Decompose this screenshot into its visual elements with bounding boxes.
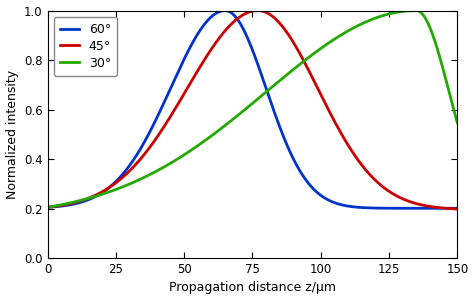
30° xyxy=(447,91,452,95)
30° xyxy=(91,195,97,199)
30° xyxy=(219,126,225,129)
Y-axis label: Normalized intensity: Normalized intensity xyxy=(6,70,18,199)
30° xyxy=(45,206,50,209)
30° xyxy=(202,139,208,142)
30° xyxy=(413,9,419,12)
X-axis label: Propagation distance z/μm: Propagation distance z/μm xyxy=(169,281,336,294)
60° xyxy=(222,9,228,12)
45° xyxy=(402,198,408,202)
60° xyxy=(402,206,408,210)
30° xyxy=(402,9,408,13)
45° xyxy=(202,58,208,61)
Line: 30°: 30° xyxy=(47,11,457,207)
60° xyxy=(45,206,50,209)
45° xyxy=(116,179,121,182)
Line: 60°: 60° xyxy=(47,11,457,208)
45° xyxy=(455,207,460,211)
60° xyxy=(219,9,225,13)
60° xyxy=(91,195,97,199)
60° xyxy=(447,206,452,210)
60° xyxy=(455,206,460,210)
30° xyxy=(116,187,121,190)
45° xyxy=(255,9,261,12)
60° xyxy=(202,22,208,26)
30° xyxy=(455,121,460,124)
45° xyxy=(91,194,97,197)
Line: 45°: 45° xyxy=(47,11,457,209)
45° xyxy=(219,32,225,36)
60° xyxy=(116,177,121,181)
45° xyxy=(447,207,452,210)
Legend: 60°, 45°, 30°: 60°, 45°, 30° xyxy=(54,17,118,76)
45° xyxy=(45,206,50,209)
